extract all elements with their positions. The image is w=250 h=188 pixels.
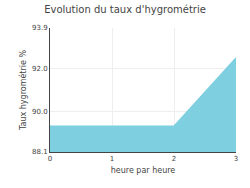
svg-text:heure par heure: heure par heure — [111, 166, 176, 175]
svg-text:92.0: 92.0 — [32, 65, 48, 73]
svg-text:Taux hygrométrie %: Taux hygrométrie % — [18, 50, 28, 132]
svg-text:0: 0 — [48, 155, 52, 163]
svg-text:3: 3 — [234, 155, 238, 163]
svg-text:2: 2 — [172, 155, 176, 163]
svg-text:93.9: 93.9 — [32, 24, 48, 32]
svg-text:90.0: 90.0 — [32, 108, 48, 116]
svg-text:Evolution du taux d'hygrométri: Evolution du taux d'hygrométrie — [44, 4, 206, 15]
svg-text:1: 1 — [110, 155, 114, 163]
svg-text:88.1: 88.1 — [32, 148, 48, 156]
